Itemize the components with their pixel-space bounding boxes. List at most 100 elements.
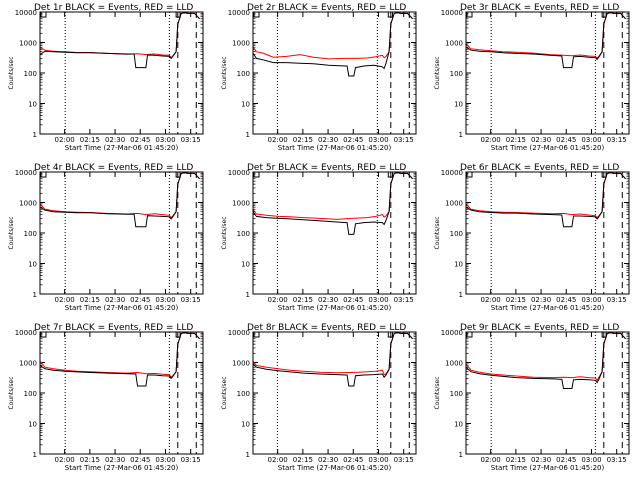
y-tick-label: 1000 [445,200,463,208]
panel-title: Det 2r BLACK = Events, RED = LLD [247,3,406,13]
x-tick-label: 02:30 [531,456,551,464]
y-tick-label: 10 [241,421,250,429]
x-tick-label: 02:45 [130,456,150,464]
x-tick-label: 02:15 [80,296,100,304]
x-tick-label: 03:00 [368,456,388,464]
detector-panel-5: Det 5r BLACK = Events, RED = LLD10000100… [221,163,417,312]
x-tick-label: 03:00 [155,456,175,464]
y-tick-label: 1000 [232,360,250,368]
x-tick-label: 02:45 [343,456,363,464]
y-axis-label: Counts/sec [8,216,15,249]
x-axis-label: Start Time (27-Mar-06 01:45:20) [491,464,605,472]
events-line [40,172,200,228]
x-tick-label: 02:30 [318,456,338,464]
plot-frame [465,11,630,135]
panel-title: Det 9r BLACK = Events, RED = LLD [460,323,619,333]
x-tick-label: 02:30 [318,296,338,304]
y-tick-label: 1 [33,291,37,299]
y-axis-label: Counts/sec [434,56,441,89]
y-tick-label: 1 [246,451,250,459]
x-tick-label: 03:00 [581,456,601,464]
y-tick-label: 10000 [228,9,250,17]
y-tick-label: 1000 [445,360,463,368]
plot-frame [252,331,417,455]
events-line [466,12,626,69]
x-tick-label: 03:15 [394,296,414,304]
panel-title: Det 8r BLACK = Events, RED = LLD [247,323,406,333]
plot-frame [39,171,204,295]
x-tick-label: 02:30 [318,136,338,144]
y-tick-label: 1 [459,131,463,139]
x-axis-label: Start Time (27-Mar-06 01:45:20) [65,464,179,472]
panel-title: Det 1r BLACK = Events, RED = LLD [34,3,193,13]
plot-frame [39,11,204,135]
y-axis-label: Counts/sec [221,376,228,409]
y-axis-label: Counts/sec [221,216,228,249]
x-axis-label: Start Time (27-Mar-06 01:45:20) [65,144,179,152]
x-tick-label: 02:15 [506,456,526,464]
y-tick-label: 10 [28,261,37,269]
x-tick-label: 02:15 [506,296,526,304]
x-tick-label: 02:30 [105,136,125,144]
x-tick-label: 02:15 [506,136,526,144]
x-tick-label: 02:00 [481,456,501,464]
events-line [253,12,413,77]
x-tick-label: 03:15 [181,136,201,144]
events-line [466,172,626,228]
y-tick-label: 10 [241,101,250,109]
panel-title: Det 5r BLACK = Events, RED = LLD [247,163,406,173]
x-tick-label: 03:00 [155,296,175,304]
detector-panel-2: Det 2r BLACK = Events, RED = LLD10000100… [221,3,417,152]
x-tick-label: 02:00 [268,456,288,464]
y-tick-label: 100 [450,70,463,78]
x-tick-label: 02:45 [556,136,576,144]
events-line [40,12,200,69]
x-tick-label: 02:00 [481,296,501,304]
x-axis-label: Start Time (27-Mar-06 01:45:20) [491,144,605,152]
y-tick-label: 10 [28,421,37,429]
y-tick-label: 1 [33,451,37,459]
plot-frame [252,171,417,295]
detector-panel-1: Det 1r BLACK = Events, RED = LLD10000100… [8,3,204,152]
y-tick-label: 1 [459,291,463,299]
panel-title: Det 4r BLACK = Events, RED = LLD [34,163,193,173]
y-axis-label: Counts/sec [434,216,441,249]
x-tick-label: 02:45 [556,456,576,464]
x-tick-label: 02:00 [55,136,75,144]
x-tick-label: 03:15 [181,296,201,304]
y-tick-label: 100 [24,230,37,238]
y-axis-label: Counts/sec [434,376,441,409]
y-axis-label: Counts/sec [8,56,15,89]
y-axis-label: Counts/sec [8,376,15,409]
y-tick-label: 10000 [441,9,463,17]
x-tick-label: 03:00 [581,296,601,304]
y-tick-label: 100 [24,70,37,78]
panel-title: Det 6r BLACK = Events, RED = LLD [460,163,619,173]
y-tick-label: 10 [454,101,463,109]
y-tick-label: 100 [237,70,250,78]
y-tick-label: 10000 [441,169,463,177]
x-tick-label: 03:15 [394,136,414,144]
x-tick-label: 02:00 [481,136,501,144]
y-tick-label: 10000 [15,169,37,177]
x-tick-label: 02:45 [130,296,150,304]
x-tick-label: 02:45 [343,136,363,144]
x-tick-label: 02:15 [80,456,100,464]
x-tick-label: 02:45 [343,296,363,304]
y-tick-label: 1000 [445,40,463,48]
x-tick-label: 02:30 [531,296,551,304]
y-tick-label: 100 [237,230,250,238]
y-tick-label: 100 [450,230,463,238]
y-tick-label: 1000 [19,200,37,208]
x-tick-label: 02:30 [105,456,125,464]
x-tick-label: 02:15 [80,136,100,144]
detector-panel-7: Det 7r BLACK = Events, RED = LLD10000100… [8,323,204,472]
y-tick-label: 10 [241,261,250,269]
events-line [466,332,626,389]
x-tick-label: 02:00 [268,136,288,144]
x-tick-label: 02:45 [556,296,576,304]
detector-panel-3: Det 3r BLACK = Events, RED = LLD10000100… [434,3,630,152]
x-tick-label: 03:15 [607,456,627,464]
